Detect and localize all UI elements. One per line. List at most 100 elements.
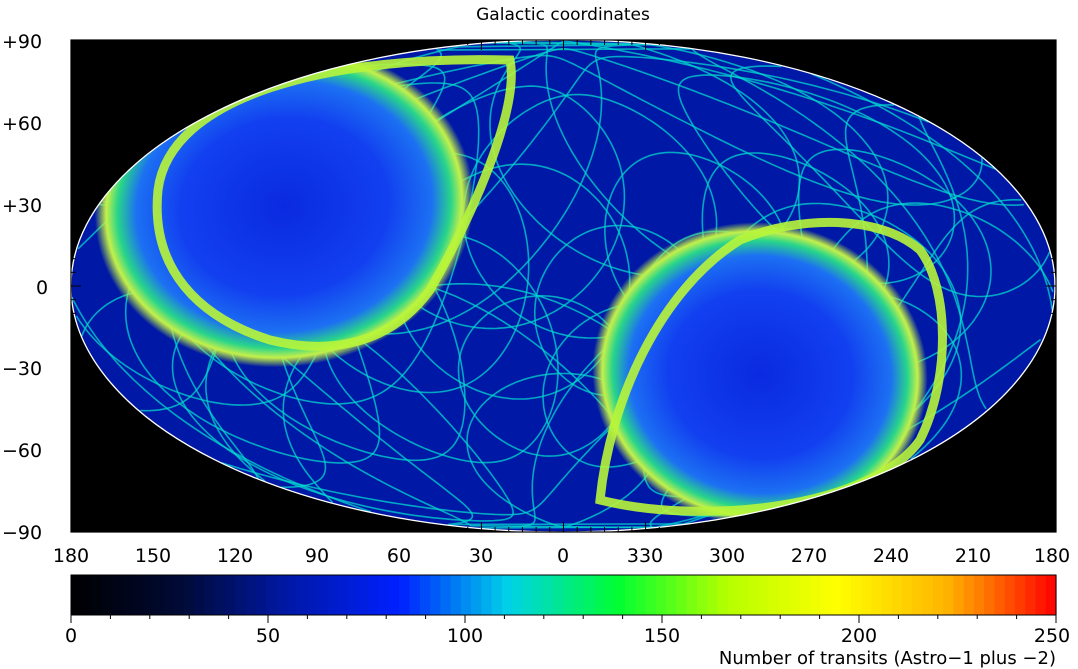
x-tick-label: 180 — [1034, 545, 1070, 567]
colorbar-cell — [563, 575, 575, 615]
colorbar-cell — [830, 575, 842, 615]
y-tick-label: +30 — [2, 195, 42, 217]
x-tick-label: 150 — [135, 545, 171, 567]
x-tick-label: 180 — [53, 545, 89, 567]
colorbar-cell — [707, 575, 719, 615]
colorbar-cell — [871, 575, 883, 615]
colorbar-cell — [748, 575, 760, 615]
colorbar-cell — [799, 575, 811, 615]
x-tick-label: 270 — [791, 545, 827, 567]
x-axis-labels: 180 150 120 90 60 30 0 330 300 270 240 2… — [53, 545, 1070, 567]
colorbar-cell — [727, 575, 739, 615]
colorbar-ticks — [70, 615, 1057, 623]
colorbar-cell — [512, 575, 524, 615]
colorbar-cell — [430, 575, 441, 615]
colorbar-cell — [368, 575, 380, 615]
colorbar-cell — [943, 575, 954, 615]
colorbar-cell — [132, 575, 144, 615]
colorbar-cell — [820, 575, 831, 615]
colorbar-cell — [881, 575, 893, 615]
colorbar-cell — [296, 575, 308, 615]
colorbar-tick-label: 100 — [447, 625, 483, 647]
sky-map — [70, 39, 1056, 533]
colorbar-cell — [625, 575, 636, 615]
y-tick-label: −90 — [2, 522, 42, 544]
colorbar-cell — [327, 575, 339, 615]
colorbar: 0 50 100 150 200 250 Number of transits … — [65, 574, 1070, 669]
colorbar-cell — [101, 575, 113, 615]
colorbar-cell — [614, 575, 626, 615]
x-tick-label: 90 — [305, 545, 329, 567]
colorbar-cell — [142, 575, 154, 615]
colorbar-cell — [532, 575, 544, 615]
colorbar-cell — [932, 575, 944, 615]
colorbar-cell — [840, 575, 852, 615]
y-tick-label: +90 — [2, 31, 42, 53]
colorbar-cell — [553, 575, 565, 615]
x-tick-label: 30 — [469, 545, 493, 567]
colorbar-cell — [306, 575, 318, 615]
colorbar-cell — [717, 575, 729, 615]
colorbar-label: Number of transits (Astro−1 plus −2) — [719, 648, 1056, 669]
scan-arc — [677, 74, 956, 285]
colorbar-cell — [1045, 575, 1057, 615]
colorbar-cell — [337, 575, 349, 615]
colorbar-cell — [112, 575, 123, 615]
x-tick-label: 330 — [627, 545, 663, 567]
colorbar-cell — [645, 575, 657, 615]
colorbar-cell — [501, 575, 513, 615]
y-tick-label: +60 — [2, 113, 42, 135]
colorbar-cell — [163, 575, 175, 615]
colorbar-cell — [378, 575, 390, 615]
colorbar-cell — [173, 575, 185, 615]
y-tick-label: 0 — [36, 277, 48, 299]
colorbar-cell — [676, 575, 688, 615]
colorbar-cell — [183, 575, 195, 615]
colorbar-cell — [450, 575, 462, 615]
axis-ticks — [70, 39, 1057, 533]
colorbar-cell — [348, 575, 359, 615]
colorbar-cell — [891, 575, 903, 615]
colorbar-cell — [686, 575, 698, 615]
colorbar-cell — [419, 575, 431, 615]
colorbar-cell — [666, 575, 677, 615]
colorbar-cell — [153, 575, 164, 615]
colorbar-frame — [70, 574, 1057, 616]
colorbar-cell — [861, 575, 872, 615]
colorbar-cell — [778, 575, 790, 615]
colorbar-cell — [276, 575, 288, 615]
x-tick-label: 60 — [387, 545, 411, 567]
colorbar-cell — [850, 575, 862, 615]
colorbar-cell — [922, 575, 934, 615]
colorbar-cell — [399, 575, 411, 615]
colorbar-cell — [71, 575, 82, 615]
colorbar-cell — [1014, 575, 1026, 615]
colorbar-cell — [594, 575, 606, 615]
colorbar-cell — [902, 575, 913, 615]
colorbar-cell — [604, 575, 616, 615]
x-tick-label: 210 — [955, 545, 991, 567]
colorbar-tick-label: 200 — [841, 625, 877, 647]
colorbar-cell — [1004, 575, 1016, 615]
colorbar-cell — [460, 575, 472, 615]
colorbar-cell — [91, 575, 103, 615]
chart-title: Galactic coordinates — [476, 5, 650, 25]
colorbar-cell — [245, 575, 257, 615]
colorbar-cell — [286, 575, 298, 615]
colorbar-cell — [984, 575, 996, 615]
colorbar-cell — [635, 575, 647, 615]
colorbar-cell — [194, 575, 205, 615]
colorbar-cell — [81, 575, 93, 615]
x-tick-label: 120 — [217, 545, 253, 567]
colorbar-cell — [522, 575, 534, 615]
colorbar-cell — [953, 575, 965, 615]
colorbar-cell — [737, 575, 749, 615]
colorbar-cell — [1035, 575, 1047, 615]
colorbar-tick-label: 50 — [256, 625, 280, 647]
colorbar-cell — [573, 575, 585, 615]
colorbar-cell — [696, 575, 708, 615]
colorbar-cell — [768, 575, 780, 615]
x-tick-label: 240 — [873, 545, 909, 567]
colorbar-cell — [973, 575, 985, 615]
colorbar-cell — [317, 575, 329, 615]
